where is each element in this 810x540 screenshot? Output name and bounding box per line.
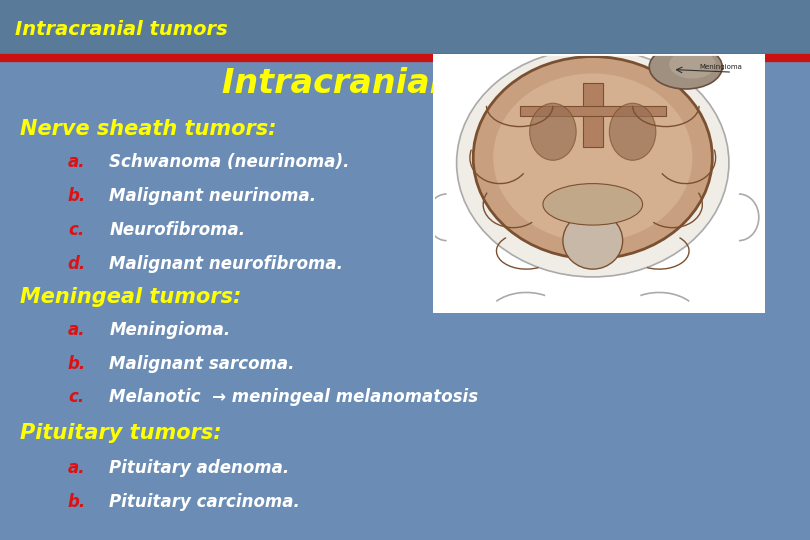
Text: d.: d.: [68, 255, 86, 273]
Text: Intracranial Tumors: Intracranial Tumors: [221, 67, 589, 100]
Text: Intracranial tumors: Intracranial tumors: [15, 19, 228, 39]
Text: Pituitary tumors:: Pituitary tumors:: [20, 423, 222, 443]
Bar: [0, 0, 810, 58]
Text: Malignant neurofibroma.: Malignant neurofibroma.: [109, 255, 343, 273]
Text: Pituitary carcinoma.: Pituitary carcinoma.: [109, 493, 301, 511]
Text: Meningioma: Meningioma: [699, 64, 742, 70]
Text: b.: b.: [68, 493, 86, 511]
Text: Meningeal tumors:: Meningeal tumors:: [20, 287, 241, 307]
Ellipse shape: [650, 45, 723, 89]
Text: Meningioma.: Meningioma.: [109, 321, 231, 340]
Text: Malignant neurinoma.: Malignant neurinoma.: [109, 187, 317, 205]
Text: c.: c.: [69, 221, 85, 239]
Ellipse shape: [457, 49, 729, 277]
Ellipse shape: [543, 184, 642, 225]
Text: Pituitary adenoma.: Pituitary adenoma.: [109, 459, 290, 477]
Text: Neurofibroma.: Neurofibroma.: [109, 221, 245, 239]
Ellipse shape: [473, 57, 712, 259]
Text: Schwanoma (neurinoma).: Schwanoma (neurinoma).: [109, 153, 350, 171]
Text: a.: a.: [68, 459, 86, 477]
Text: a.: a.: [68, 153, 86, 171]
Ellipse shape: [669, 50, 716, 79]
Bar: [520, 106, 666, 116]
Ellipse shape: [609, 103, 656, 160]
Ellipse shape: [493, 73, 693, 242]
Bar: [583, 83, 603, 147]
Text: a.: a.: [68, 321, 86, 340]
Ellipse shape: [530, 103, 576, 160]
Text: b.: b.: [68, 187, 86, 205]
Text: Melanotic  → meningeal melanomatosis: Melanotic → meningeal melanomatosis: [109, 388, 479, 407]
Text: Malignant sarcoma.: Malignant sarcoma.: [109, 355, 295, 373]
Text: b.: b.: [68, 355, 86, 373]
Text: Nerve sheath tumors:: Nerve sheath tumors:: [20, 118, 277, 139]
Text: c.: c.: [69, 388, 85, 407]
Ellipse shape: [563, 212, 623, 269]
